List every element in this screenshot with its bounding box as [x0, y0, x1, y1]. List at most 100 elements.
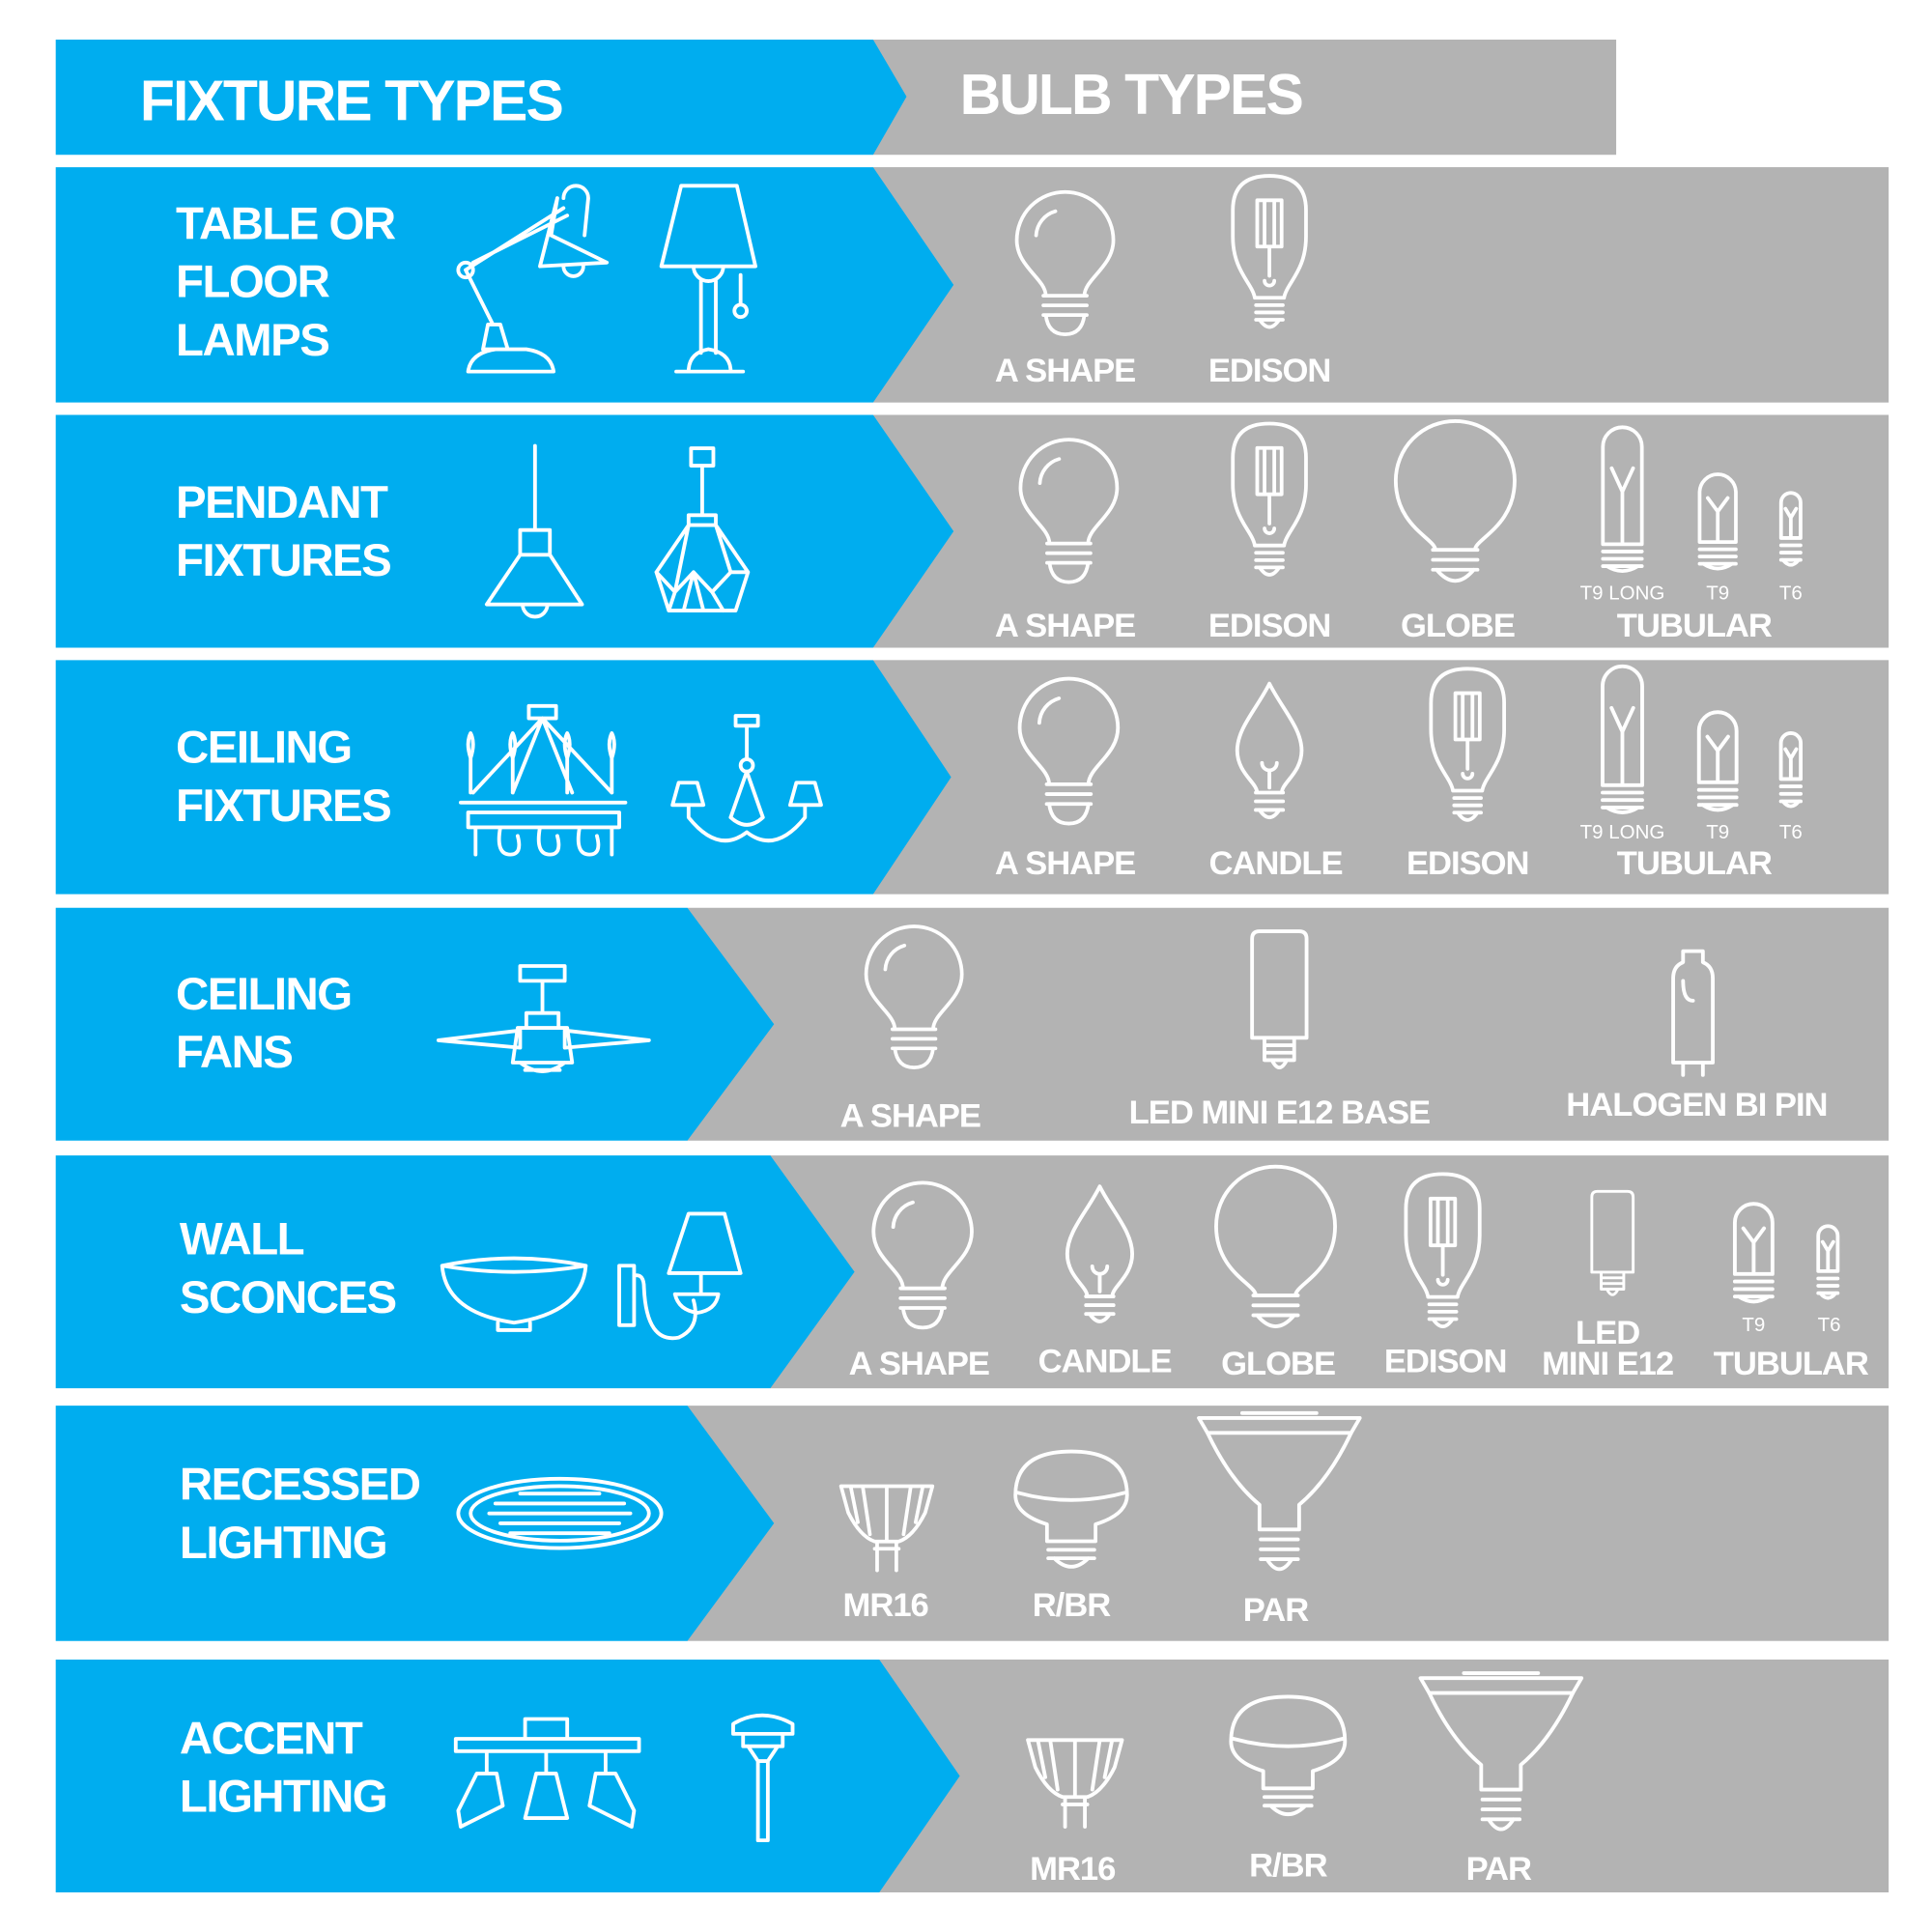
bulb-group-label: TUBULAR	[1714, 1346, 1869, 1382]
bulb-sublabel: T9 LONG	[1580, 582, 1665, 605]
edison-bulb-icon	[1429, 667, 1506, 822]
fixture-row: CEILING FANS A SHAPE LED MINI E12 BASE HALOG…	[55, 907, 1889, 1141]
a-shape-bulb-icon	[1014, 189, 1116, 337]
edison-bulb-icon	[1231, 421, 1308, 577]
bulb-label: EDISON	[1406, 845, 1529, 882]
mr16-bulb-icon	[1026, 1738, 1124, 1829]
bulb-label: A SHAPE	[995, 608, 1135, 644]
bulb-item: A SHAPE	[995, 438, 1136, 644]
mr16-bulb-icon	[838, 1484, 935, 1573]
t9-bulb-icon	[1732, 1202, 1775, 1304]
rbr-bulb-icon	[1013, 1449, 1129, 1569]
fixture-row: TABLE OR FLOOR LAMPS A SHAPE EDISON	[55, 167, 1889, 403]
bulb-item: T9 LONG	[1580, 664, 1665, 843]
fixture-label: FIXTURES	[176, 781, 390, 832]
fixture-arrow	[55, 907, 775, 1141]
bulb-item: HALOGEN BI PIN	[1566, 949, 1829, 1123]
t6-bulb-icon	[1778, 731, 1804, 809]
fixture-label: CEILING	[176, 723, 352, 774]
fixture-label: CEILING	[176, 969, 352, 1020]
t9-bulb-icon	[1697, 472, 1738, 571]
desk-lamp-icon	[456, 184, 610, 374]
fixture-label: FLOOR	[176, 257, 330, 308]
edison-bulb-icon	[1231, 174, 1308, 329]
fixture-row: CEILING FIXTURES A SHAPE CANDLE EDISON T9 LON…	[55, 660, 1889, 895]
fixture-label: LAMPS	[176, 315, 328, 366]
ceiling-fan-icon	[436, 964, 651, 1073]
bulb-label: GLOBE	[1401, 608, 1515, 644]
par-bulb-icon	[1197, 1410, 1362, 1572]
bulb-label: HALOGEN BI PIN	[1566, 1087, 1827, 1123]
small-chandelier-icon	[670, 714, 823, 843]
bulb-item: T6	[1778, 491, 1803, 605]
fixture-label: TABLE OR	[176, 198, 396, 249]
shade-sconce-icon	[617, 1211, 743, 1341]
bulb-panel	[687, 907, 1889, 1141]
recessed-light-icon	[456, 1476, 664, 1550]
fixture-arrow	[55, 660, 952, 895]
fixture-row: WALL SCONCES A SHAPE CANDLE GLOBE EDISON LEDMI…	[55, 1155, 1889, 1389]
bulb-sublabel: T6	[1818, 1314, 1841, 1336]
bulb-label: EDISON	[1208, 608, 1331, 644]
t6-bulb-icon	[1816, 1224, 1840, 1300]
a-shape-bulb-icon	[864, 924, 964, 1069]
led-corn-bulb-icon	[1250, 929, 1309, 1069]
bulb-item: LED MINI E12 BASE	[1129, 929, 1431, 1131]
bulb-label: A SHAPE	[995, 845, 1135, 882]
bulb-label: LED	[1576, 1315, 1639, 1351]
floor-lamp-icon	[659, 184, 757, 374]
bulb-label: PAR	[1243, 1592, 1309, 1629]
fixture-label: LIGHTING	[180, 1772, 386, 1823]
bulb-label: EDISON	[1384, 1344, 1507, 1380]
fixture-arrow	[55, 1659, 960, 1892]
fixture-arrow	[55, 1406, 775, 1641]
led-corn-bulb-icon	[1590, 1189, 1635, 1296]
bulb-item: PAR	[1418, 1671, 1584, 1888]
bulb-label: PAR	[1466, 1851, 1532, 1888]
bulb-item: T6	[1778, 731, 1804, 843]
t6-bulb-icon	[1778, 491, 1803, 567]
bulb-label-line2: MINI E12	[1542, 1346, 1673, 1382]
bulb-item: PAR	[1197, 1410, 1362, 1629]
fixture-label: WALL	[180, 1214, 304, 1265]
bulb-item: GLOBE	[1393, 418, 1517, 644]
fixture-row: PENDANT FIXTURES A SHAPE EDISON GLOBE T9 LONG…	[55, 414, 1889, 648]
bulb-item: R/BR	[1013, 1449, 1129, 1624]
bulb-sublabel: T9 LONG	[1580, 821, 1665, 843]
bulb-sublabel: T6	[1779, 582, 1803, 605]
bulb-item: EDISON	[1208, 174, 1331, 389]
bulb-item: A SHAPE	[849, 1180, 990, 1382]
bulb-item: A SHAPE	[995, 189, 1136, 389]
bulb-item: T9	[1697, 472, 1738, 605]
bulb-item: A SHAPE	[840, 924, 981, 1135]
bulb-sublabel: T9	[1742, 1314, 1765, 1336]
bulb-panel	[879, 1659, 1889, 1892]
bowl-sconce-icon	[440, 1256, 588, 1332]
fixture-label: ACCENT	[180, 1713, 363, 1764]
bulb-group-label: TUBULAR	[1617, 608, 1773, 644]
bulb-label: A SHAPE	[840, 1098, 980, 1135]
bulb-item: EDISON	[1406, 667, 1530, 882]
fixture-label: LIGHTING	[180, 1518, 386, 1569]
bulb-sublabel: T6	[1779, 821, 1803, 843]
bulb-label: A SHAPE	[849, 1346, 989, 1382]
bulb-item: EDISON	[1208, 421, 1331, 644]
bulb-item: T9 LONG	[1580, 425, 1665, 605]
bulb-sublabel: T9	[1706, 821, 1729, 843]
a-shape-bulb-icon	[1018, 438, 1120, 584]
a-shape-bulb-icon	[1017, 676, 1121, 826]
bulb-label: R/BR	[1249, 1847, 1328, 1884]
bulb-item: T6	[1816, 1224, 1841, 1336]
bulb-header-bar	[872, 40, 1617, 156]
fixture-types-title: FIXTURE TYPES	[140, 70, 563, 132]
path-light-icon	[731, 1713, 795, 1843]
bulb-label: R/BR	[1033, 1587, 1112, 1624]
bulb-label: GLOBE	[1221, 1346, 1335, 1382]
bulb-item: T9	[1696, 710, 1739, 843]
par-bulb-icon	[1418, 1671, 1584, 1832]
fixture-label: PENDANT	[176, 477, 388, 528]
bulb-item: CANDLE	[1208, 681, 1344, 882]
bulb-label: LED MINI E12 BASE	[1129, 1094, 1430, 1131]
